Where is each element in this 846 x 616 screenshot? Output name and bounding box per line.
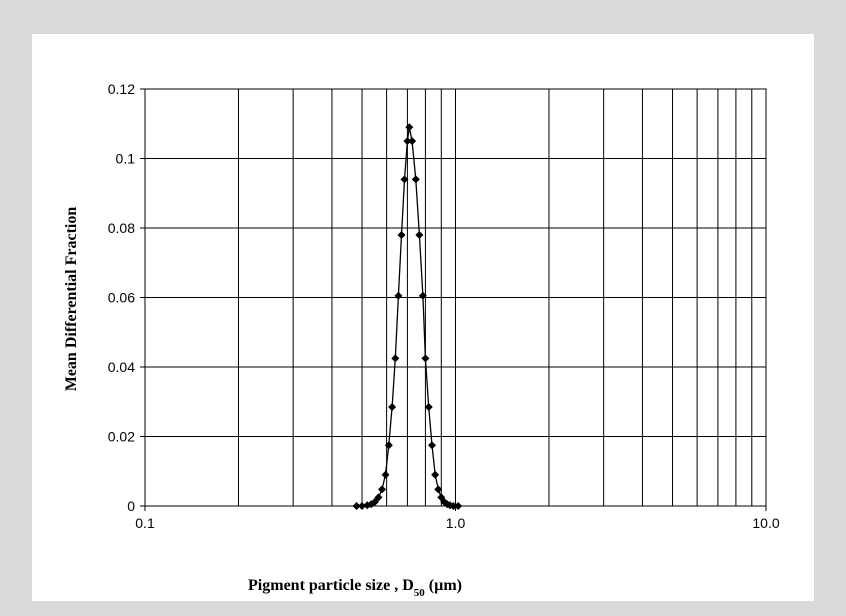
data-point [421,354,430,363]
series-layer [352,123,463,510]
data-point [370,497,379,506]
chart-svg: 0 0.02 0.04 0.06 0.08 0.1 0.12 0.1 1.0 10.0 Pigme… [63,81,780,599]
data-point [427,441,436,450]
data-point [358,502,367,510]
data-point [381,470,390,479]
data-point [424,402,433,411]
data-point [374,493,383,502]
data-point [384,441,393,450]
y-tick-label: 0.02 [108,429,135,445]
y-tick-label: 0.12 [108,81,135,97]
x-axis-title-main: Pigment particle size , D [248,577,414,594]
grid-layer [144,88,767,507]
data-point [394,291,403,300]
data-point [449,502,458,510]
x-axis-title: Pigment particle size , D50 (µm) [248,577,462,599]
data-point [405,123,414,132]
x-axis-title-unit: (µm) [425,577,462,594]
data-point [411,175,420,184]
y-tick-label: 0.1 [116,151,136,167]
y-tick-label: 0.04 [108,359,135,375]
x-tick-label: 10.0 [752,515,779,531]
data-point [378,485,387,494]
data-point [388,402,397,411]
label-layer: 0 0.02 0.04 0.06 0.08 0.1 0.12 0.1 1.0 10.0 [108,81,780,531]
data-point [408,137,417,146]
y-tick-label: 0.08 [108,220,135,236]
data-point [403,137,412,146]
data-point [418,291,427,300]
y-tick-label: 0 [127,498,135,514]
data-point [391,354,400,363]
x-tick-label: 1.0 [446,515,466,531]
x-axis-title-subscript: 50 [414,587,426,599]
data-point [434,485,443,494]
y-axis-title: Mean Differential Fraction [63,207,80,392]
data-point [397,230,406,239]
data-point [400,175,409,184]
y-tick-label: 0.06 [108,290,135,306]
x-tick-label: 0.1 [135,515,155,531]
data-point [415,230,424,239]
data-point [352,502,361,510]
data-point [431,470,440,479]
chart-frame: 0 0.02 0.04 0.06 0.08 0.1 0.12 0.1 1.0 10.0 Pigme… [32,34,814,601]
data-point [454,502,463,510]
